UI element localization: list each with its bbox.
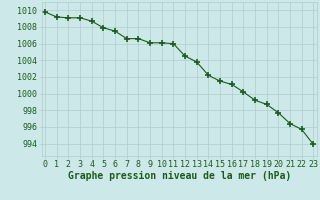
X-axis label: Graphe pression niveau de la mer (hPa): Graphe pression niveau de la mer (hPa) [68, 171, 291, 181]
